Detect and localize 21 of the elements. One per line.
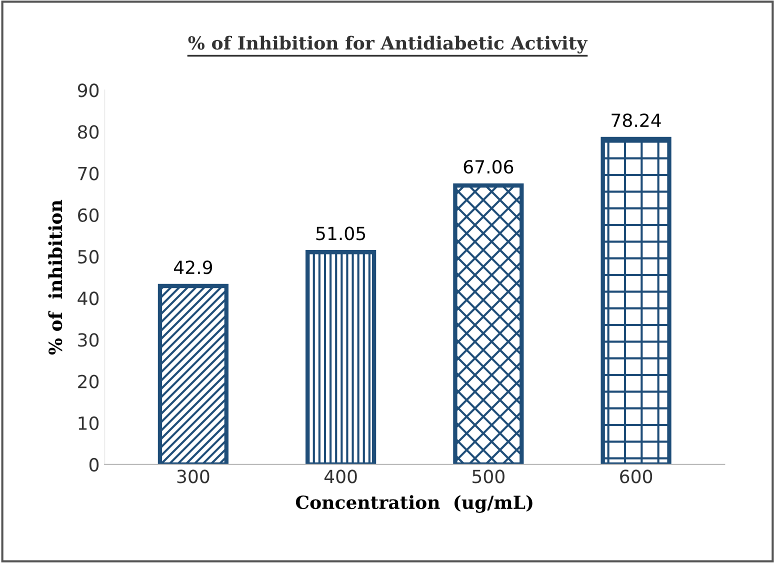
y-tick-label: 10 <box>78 416 99 430</box>
chart-title: % of Inhibition for Antidiabetic Activity <box>188 36 588 54</box>
data-label: 42.9 <box>174 260 212 274</box>
y-tick-label: 20 <box>78 374 99 388</box>
y-tick-label: 80 <box>78 125 99 139</box>
x-tick-label: 300 <box>177 470 210 484</box>
x-axis-title: Concentration (ug/mL) <box>296 495 532 513</box>
x-tick-label: 600 <box>620 470 652 484</box>
y-tick-label: 40 <box>78 292 99 306</box>
data-label: 78.24 <box>612 114 661 128</box>
x-tick-label: 500 <box>472 470 504 484</box>
y-tick-label: 0 <box>89 458 99 472</box>
y-tick-label: 60 <box>78 208 99 222</box>
y-axis-title: % of inhibition <box>48 200 62 355</box>
x-tick-label: 400 <box>324 470 357 484</box>
data-label: 51.05 <box>316 226 366 240</box>
y-tick-label: 50 <box>78 250 99 264</box>
y-tick-label: 90 <box>78 84 99 98</box>
data-label: 67.06 <box>464 160 514 174</box>
y-tick-label: 30 <box>78 333 99 347</box>
y-tick-label: 70 <box>78 166 99 180</box>
